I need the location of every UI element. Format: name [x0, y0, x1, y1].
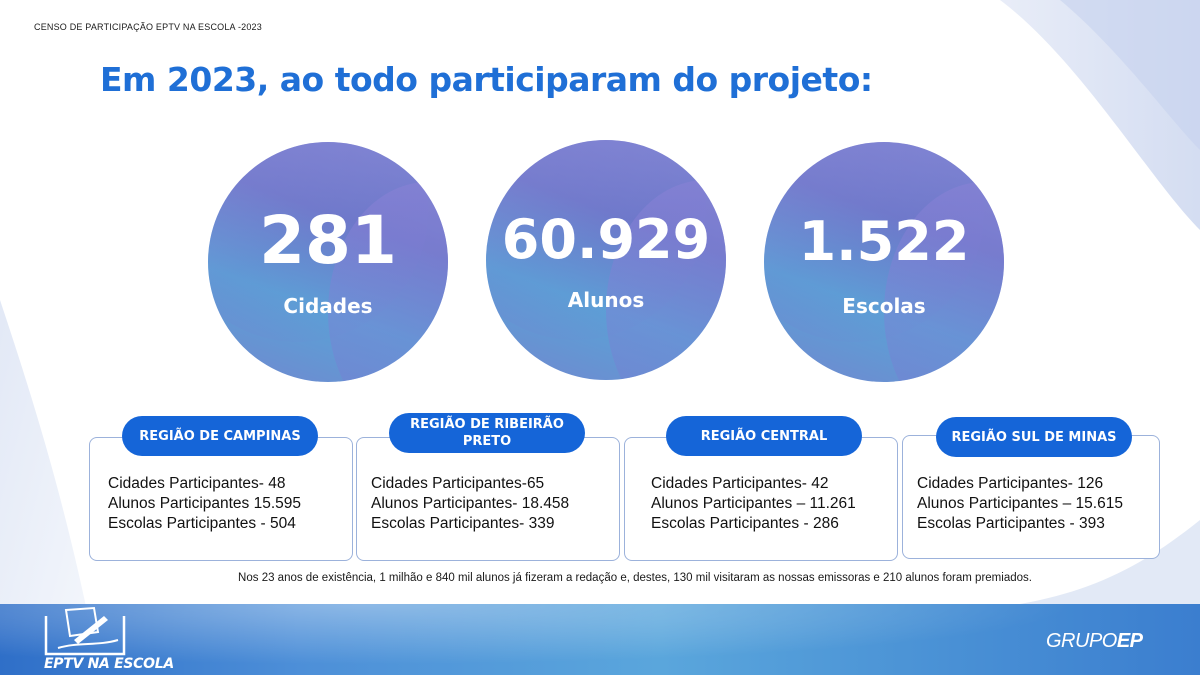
stat-circle-cidades: 281 Cidades — [208, 142, 448, 382]
stat-value: 60.929 — [501, 208, 711, 271]
region-details: Cidades Participantes- 48 Alunos Partici… — [108, 474, 301, 534]
region-escolas: Escolas Participantes - 504 — [108, 515, 296, 532]
ep-logo-text: EP — [1116, 630, 1143, 652]
region-escolas: Escolas Participantes- 339 — [371, 515, 555, 532]
region-cidades: Cidades Participantes- 48 — [108, 475, 286, 492]
stat-circle-escolas: 1.522 Escolas — [764, 142, 1004, 382]
region-pill-ribeirao-preto: REGIÃO DE RIBEIRÃO PRETO — [389, 413, 585, 453]
page-title: Em 2023, ao todo participaram do projeto… — [100, 60, 873, 99]
region-details: Cidades Participantes- 126 Alunos Partic… — [917, 474, 1123, 534]
region-alunos: Alunos Participantes – 15.615 — [917, 495, 1123, 512]
stat-label: Alunos — [567, 288, 645, 312]
region-alunos: Alunos Participantes- 18.458 — [371, 495, 570, 512]
eptv-logo-text: EPTV NA ESCOLA — [44, 656, 174, 672]
stat-label: Cidades — [283, 294, 373, 318]
stat-value: 1.522 — [798, 210, 970, 273]
region-alunos: Alunos Participantes – 11.261 — [651, 495, 856, 512]
eptv-logo-icon — [44, 606, 126, 656]
region-details: Cidades Participantes-65 Alunos Particip… — [371, 474, 569, 534]
grupo-ep-logo: GRUPOEP — [1046, 630, 1143, 653]
region-pill-campinas: REGIÃO DE CAMPINAS — [122, 416, 318, 456]
region-cidades: Cidades Participantes- 42 — [651, 475, 829, 492]
region-details: Cidades Participantes- 42 Alunos Partici… — [651, 474, 856, 534]
grupo-logo-text: GRUPO — [1046, 630, 1117, 652]
region-pill-sul-de-minas: REGIÃO SUL DE MINAS — [936, 417, 1132, 457]
region-cidades: Cidades Participantes-65 — [371, 475, 545, 492]
region-pill-central: REGIÃO CENTRAL — [666, 416, 862, 456]
stat-value: 281 — [259, 202, 397, 279]
region-card-central: Cidades Participantes- 42 Alunos Partici… — [624, 437, 898, 561]
stat-label: Escolas — [842, 294, 926, 318]
region-escolas: Escolas Participantes - 393 — [917, 515, 1105, 532]
stat-circle-alunos: 60.929 Alunos — [486, 140, 726, 380]
footnote: Nos 23 anos de existência, 1 milhão e 84… — [238, 572, 1032, 584]
region-card-campinas: Cidades Participantes- 48 Alunos Partici… — [89, 437, 353, 561]
header-label: CENSO DE PARTICIPAÇÃO EPTV NA ESCOLA -20… — [34, 22, 262, 32]
region-alunos: Alunos Participantes 15.595 — [108, 495, 302, 512]
region-cidades: Cidades Participantes- 126 — [917, 475, 1104, 492]
footer-band — [0, 604, 1200, 675]
region-escolas: Escolas Participantes - 286 — [651, 515, 839, 532]
region-card-ribeirao-preto: Cidades Participantes-65 Alunos Particip… — [356, 437, 620, 561]
